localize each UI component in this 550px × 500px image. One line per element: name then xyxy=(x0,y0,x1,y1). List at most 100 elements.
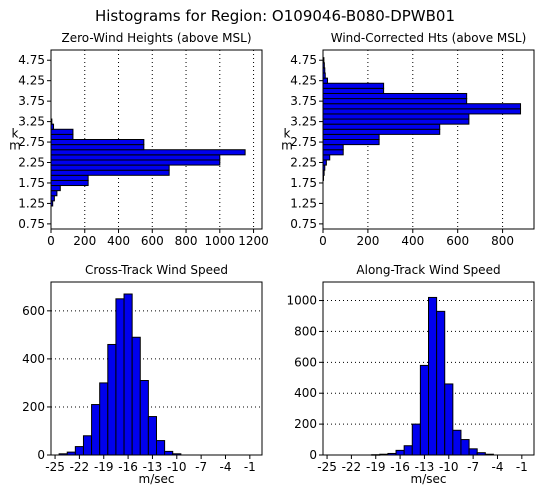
wind-corrected-heights-ytick-label: 0.75 xyxy=(290,217,317,231)
cross-track-wind-bar xyxy=(92,405,100,455)
along-track-wind-bar xyxy=(412,424,420,455)
along-track-wind-ytick-label: 200 xyxy=(294,417,317,431)
cross-track-wind-bar xyxy=(157,441,165,455)
along-track-wind-xtick-label: -22 xyxy=(342,460,362,474)
wind-corrected-heights-bar xyxy=(323,155,330,160)
along-track-wind-xtick-label: -4 xyxy=(491,460,503,474)
zero-wind-heights-bar xyxy=(51,129,73,134)
wind-corrected-heights-bar xyxy=(323,78,327,83)
cross-track-wind-title: Cross-Track Wind Speed xyxy=(85,263,228,277)
wind-corrected-heights-bar xyxy=(323,129,440,134)
wind-corrected-heights-bar xyxy=(323,124,440,129)
cross-track-wind-xtick-label: -4 xyxy=(219,460,231,474)
figure-title: Histograms for Region: O109046-B080-DPWB… xyxy=(95,7,455,25)
zero-wind-heights-ytick-label: 2.75 xyxy=(18,135,45,149)
cross-track-wind-bar xyxy=(165,451,173,455)
wind-corrected-heights-bar xyxy=(323,93,467,98)
zero-wind-heights-xtick-label: 400 xyxy=(107,234,130,248)
zero-wind-heights-ytick-label: 3.75 xyxy=(18,94,45,108)
wind-corrected-heights-xtick-label: 600 xyxy=(446,234,469,248)
zero-wind-heights-bar xyxy=(51,170,169,175)
cross-track-wind-ytick-label: 200 xyxy=(22,400,45,414)
zero-wind-heights-xtick-label: 0 xyxy=(47,234,55,248)
wind-corrected-heights-bar xyxy=(323,99,467,104)
cross-track-wind-xtick-label: -25 xyxy=(45,460,65,474)
wind-corrected-heights-ytick-label: 4.75 xyxy=(290,53,317,67)
zero-wind-heights-bar xyxy=(51,145,144,150)
wind-corrected-heights-bar xyxy=(323,88,384,93)
along-track-wind-xtick-label: -25 xyxy=(317,460,337,474)
cross-track-wind-xtick-label: -19 xyxy=(94,460,114,474)
zero-wind-heights-bar xyxy=(51,155,220,160)
cross-track-wind-bar xyxy=(100,383,108,455)
cross-track-wind-xtick-label: -16 xyxy=(118,460,138,474)
along-track-wind-xtick-label: -7 xyxy=(467,460,479,474)
wind-corrected-heights-title: Wind-Corrected Hts (above MSL) xyxy=(331,31,527,45)
wind-corrected-heights-xtick-label: 200 xyxy=(356,234,379,248)
zero-wind-heights-bar xyxy=(51,186,60,191)
zero-wind-heights-bar xyxy=(51,196,54,201)
wind-corrected-heights-bar xyxy=(323,134,379,139)
along-track-wind-bar xyxy=(429,297,437,455)
along-track-wind-panel: Along-Track Wind Speed-25 -22 -19 -16 -13 -10… xyxy=(286,263,534,486)
along-track-wind-xtick-label: -19 xyxy=(366,460,386,474)
along-track-wind-xtick-label: -16 xyxy=(390,460,410,474)
cross-track-wind-bar xyxy=(148,417,156,455)
wind-corrected-heights-ytick-label: 4.25 xyxy=(290,74,317,88)
zero-wind-heights-xtick-label: 200 xyxy=(73,234,96,248)
cross-track-wind-bar xyxy=(124,294,132,455)
along-track-wind-bar xyxy=(396,450,404,455)
wind-corrected-heights-ytick-label: 3.75 xyxy=(290,94,317,108)
along-track-wind-ytick-label: 400 xyxy=(294,386,317,400)
zero-wind-heights-bar xyxy=(51,165,169,170)
cross-track-wind-panel: Cross-Track Wind Speed-25 -22 -19 -16 -13 -10… xyxy=(22,263,262,486)
wind-corrected-heights-bar xyxy=(323,160,326,165)
cross-track-wind-bar xyxy=(83,436,91,455)
zero-wind-heights-xtick-label: 600 xyxy=(141,234,164,248)
wind-corrected-heights-xtick-label: 0 xyxy=(319,234,327,248)
along-track-wind-bar xyxy=(453,430,461,455)
wind-corrected-heights-bar xyxy=(323,119,469,124)
along-track-wind-ytick-label: 800 xyxy=(294,324,317,338)
along-track-wind-xtick-label: -1 xyxy=(516,460,528,474)
zero-wind-heights-xtick-label: 800 xyxy=(175,234,198,248)
zero-wind-heights-ytick-label: 1.25 xyxy=(18,196,45,210)
zero-wind-heights-ytick-label: 3.25 xyxy=(18,115,45,129)
cross-track-wind-xlabel: m/sec xyxy=(139,472,175,486)
along-track-wind-ytick-label: 600 xyxy=(294,355,317,369)
along-track-wind-bar xyxy=(469,449,477,455)
zero-wind-heights-ytick-label: 4.25 xyxy=(18,74,45,88)
zero-wind-heights-bar xyxy=(51,180,88,185)
wind-corrected-heights-panel: Wind-Corrected Hts (above MSL) 0 200 400 600… xyxy=(281,31,534,248)
wind-corrected-heights-ytick-label: 2.75 xyxy=(290,135,317,149)
cross-track-wind-xtick-label: -7 xyxy=(195,460,207,474)
zero-wind-heights-bar xyxy=(51,175,88,180)
zero-wind-heights-bar xyxy=(51,150,245,155)
wind-corrected-heights-bar xyxy=(323,83,384,88)
zero-wind-heights-bar xyxy=(51,140,144,145)
cross-track-wind-bar xyxy=(75,447,83,455)
wind-corrected-heights-bar xyxy=(323,114,469,119)
cross-track-wind-ytick-label: 0 xyxy=(37,448,45,462)
zero-wind-heights-title: Zero-Wind Heights (above MSL) xyxy=(61,31,251,45)
along-track-wind-bar xyxy=(420,365,428,455)
along-track-wind-xlabel: m/sec xyxy=(411,472,447,486)
wind-corrected-heights-ytick-label: 2.25 xyxy=(290,156,317,170)
zero-wind-heights-ytick-label: 0.75 xyxy=(18,217,45,231)
cross-track-wind-xtick-label: -22 xyxy=(70,460,90,474)
wind-corrected-heights-ytick-label: 3.25 xyxy=(290,115,317,129)
zero-wind-heights-bar xyxy=(51,160,220,165)
wind-corrected-heights-ytick-label: 1.25 xyxy=(290,196,317,210)
along-track-wind-bar xyxy=(445,384,453,455)
zero-wind-heights-bar xyxy=(51,191,57,196)
wind-corrected-heights-bar xyxy=(323,150,343,155)
along-track-wind-title: Along-Track Wind Speed xyxy=(356,263,500,277)
wind-corrected-heights-bar xyxy=(323,104,521,109)
wind-corrected-heights-bar xyxy=(323,140,379,145)
cross-track-wind-bar xyxy=(140,381,148,455)
zero-wind-heights-ytick-label: 2.25 xyxy=(18,156,45,170)
cross-track-wind-bar xyxy=(116,299,124,455)
